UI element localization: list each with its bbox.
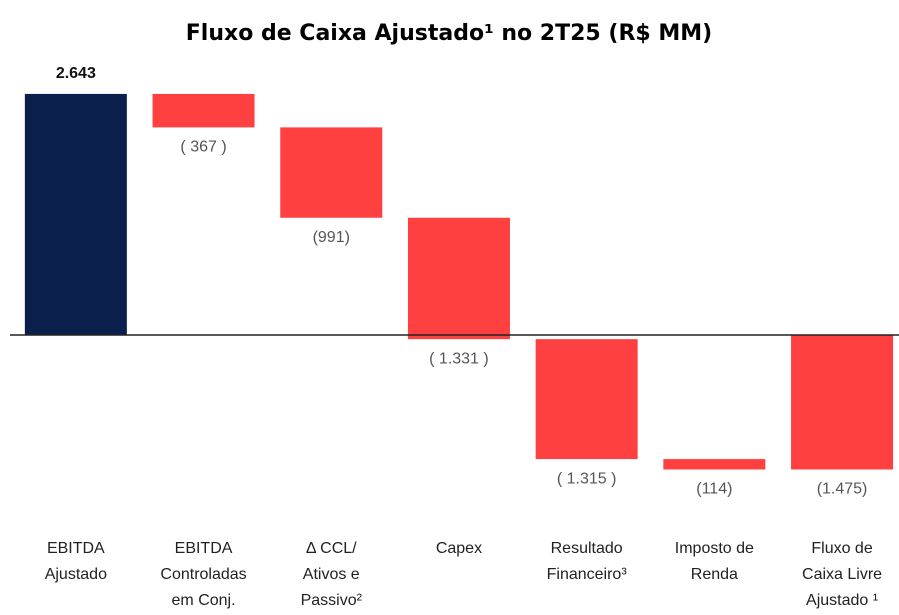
x-tick-label-line: Caixa Livre [802,566,882,583]
x-tick-label: Capex [436,540,482,557]
x-tick-label-line: Renda [691,566,738,583]
x-tick-label: Δ CCL/Ativos e Passivo² [301,540,363,609]
x-tick-label: Resultado Financeiro³ [547,540,628,583]
x-tick-label-line: Financeiro³ [547,566,628,583]
bar [24,93,127,335]
chart-title: Fluxo de Caixa Ajustado¹ no 2T25 (R$ MM) [186,21,712,46]
x-tick-label-line: Controladas [160,566,246,583]
x-tick-label: Imposto de Renda [675,540,754,583]
bar [407,217,510,340]
bar [663,459,766,470]
x-tick-label-line: EBITDA [47,540,105,557]
x-tick-label-line: Fluxo de [811,540,872,557]
value-label: ( 1.315 ) [557,470,617,487]
value-label: (1.475) [817,481,868,498]
value-label: (991) [313,229,350,246]
x-tick-label-line: Passivo² [301,592,363,609]
x-tick-label-line: Resultado [551,540,623,557]
x-tick-label-line: EBITDA [175,540,233,557]
value-label: 2.643 [56,65,96,82]
x-tick-label: EBITDA Ajustado [45,540,107,583]
bar [280,127,383,218]
x-tick-label: EBITDA Controladas em Conj. [160,540,246,609]
bar [152,93,255,128]
value-label: ( 1.331 ) [429,350,489,367]
bar [535,339,638,460]
x-tick-label-line: Δ CCL/ [306,540,357,557]
value-label: ( 367 ) [180,139,226,156]
x-tick-label-line: Ativos e [303,566,360,583]
x-tick-label-line: em Conj. [172,592,236,609]
bar [791,334,894,470]
x-tick-label-line: Ajustado ¹ [806,592,878,609]
x-tick-label-line: Imposto de [675,540,754,557]
x-tick-label-line: Capex [436,540,482,557]
x-tick-label-line: Ajustado [45,566,107,583]
value-label: (114) [696,481,732,498]
x-tick-label: Fluxo de Caixa Livre Ajustado ¹ [802,540,882,609]
